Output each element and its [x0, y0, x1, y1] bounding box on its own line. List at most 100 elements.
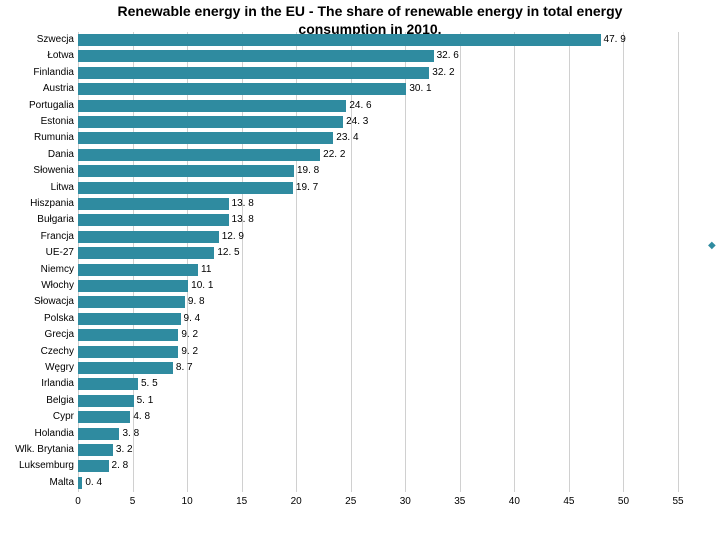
category-label: Belgia: [46, 395, 74, 406]
x-tick-label: 30: [400, 496, 411, 507]
x-tick-label: 50: [618, 496, 629, 507]
category-label: Malta: [50, 477, 74, 488]
x-tick-label: 35: [454, 496, 465, 507]
value-label: 24. 6: [349, 100, 371, 111]
category-label: Irlandia: [41, 378, 74, 389]
bar: [78, 280, 188, 292]
category-label: Niemcy: [41, 264, 74, 275]
gridline: [569, 32, 570, 492]
x-tick-label: 15: [236, 496, 247, 507]
category-label: Węgry: [45, 362, 74, 373]
value-label: 30. 1: [409, 83, 431, 94]
category-label: Portugalia: [29, 100, 74, 111]
bar: [78, 264, 198, 276]
category-label: Rumunia: [34, 132, 74, 143]
category-label: Francja: [41, 231, 74, 242]
category-label: Bułgaria: [37, 214, 74, 225]
bar: [78, 182, 293, 194]
category-label: Holandia: [35, 428, 74, 439]
bar: [78, 428, 119, 440]
gridline: [514, 32, 515, 492]
bar: [78, 247, 214, 259]
category-label: Estonia: [41, 116, 74, 127]
bar: [78, 67, 429, 79]
value-label: 22. 2: [323, 149, 345, 160]
value-label: 5. 5: [141, 378, 158, 389]
category-label: Włochy: [41, 280, 74, 291]
category-label: Finlandia: [33, 67, 74, 78]
bar: [78, 444, 113, 456]
bar: [78, 313, 181, 325]
value-label: 13. 8: [232, 214, 254, 225]
bar: [78, 395, 134, 407]
bar: [78, 165, 294, 177]
category-label: Łotwa: [47, 50, 74, 61]
value-label: 32. 6: [437, 50, 459, 61]
bar: [78, 477, 82, 489]
bar: [78, 50, 434, 62]
bar: [78, 116, 343, 128]
bar: [78, 34, 601, 46]
value-label: 47. 9: [604, 34, 626, 45]
category-label: Hiszpania: [30, 198, 74, 209]
value-label: 11: [201, 264, 211, 275]
value-label: 5. 1: [137, 395, 154, 406]
value-label: 9. 2: [181, 346, 198, 357]
value-label: 24. 3: [346, 116, 368, 127]
x-tick-label: 10: [182, 496, 193, 507]
gridline: [405, 32, 406, 492]
value-label: 13. 8: [232, 198, 254, 209]
bar: [78, 149, 320, 161]
plot: 0510152025303540455055Szwecja47. 9Łotwa3…: [78, 32, 678, 492]
category-label: Słowenia: [33, 165, 74, 176]
bar: [78, 198, 229, 210]
gridline: [460, 32, 461, 492]
value-label: 3. 2: [116, 444, 133, 455]
bar: [78, 100, 346, 112]
value-label: 19. 7: [296, 182, 318, 193]
value-label: 32. 2: [432, 67, 454, 78]
x-tick-label: 40: [509, 496, 520, 507]
bar: [78, 214, 229, 226]
value-label: 19. 8: [297, 165, 319, 176]
category-label: Wlk. Brytania: [15, 444, 74, 455]
bar: [78, 83, 406, 95]
x-tick-label: 5: [130, 496, 136, 507]
value-label: 0. 4: [85, 477, 102, 488]
bar: [78, 296, 185, 308]
category-label: Czechy: [41, 346, 74, 357]
value-label: 12. 9: [222, 231, 244, 242]
bar: [78, 362, 173, 374]
bar: [78, 460, 109, 472]
value-label: 23. 4: [336, 132, 358, 143]
x-tick-label: 20: [291, 496, 302, 507]
legend-marker: ◆: [708, 240, 716, 248]
category-label: Luksemburg: [19, 460, 74, 471]
category-label: Szwecja: [37, 34, 74, 45]
value-label: 9. 4: [184, 313, 201, 324]
value-label: 10. 1: [191, 280, 213, 291]
category-label: UE-27: [46, 247, 74, 258]
x-tick-label: 45: [563, 496, 574, 507]
bar: [78, 132, 333, 144]
category-label: Cypr: [53, 411, 74, 422]
category-label: Austria: [43, 83, 74, 94]
x-tick-label: 0: [75, 496, 81, 507]
gridline: [678, 32, 679, 492]
chart-plot-area: 0510152025303540455055Szwecja47. 9Łotwa3…: [78, 32, 678, 510]
x-tick-label: 55: [672, 496, 683, 507]
value-label: 3. 8: [122, 428, 139, 439]
bar: [78, 231, 219, 243]
category-label: Litwa: [51, 182, 74, 193]
value-label: 9. 2: [181, 329, 198, 340]
x-tick-label: 25: [345, 496, 356, 507]
category-label: Polska: [44, 313, 74, 324]
value-label: 2. 8: [112, 460, 129, 471]
bar: [78, 329, 178, 341]
value-label: 8. 7: [176, 362, 193, 373]
value-label: 9. 8: [188, 296, 205, 307]
category-label: Grecja: [45, 329, 74, 340]
gridline: [623, 32, 624, 492]
bar: [78, 346, 178, 358]
bar: [78, 378, 138, 390]
